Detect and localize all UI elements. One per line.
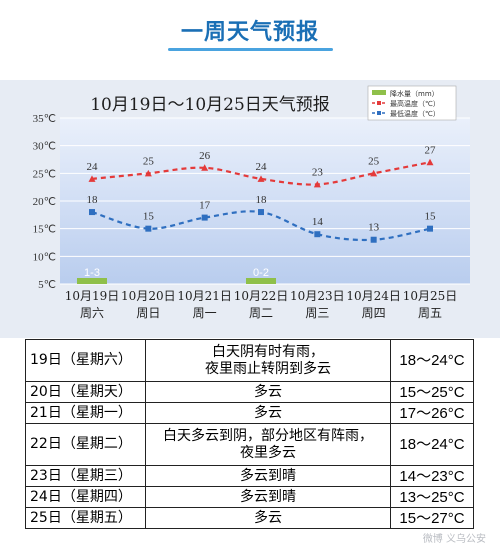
y-tick-label: 30℃	[33, 141, 56, 153]
data-label-low: 14	[312, 216, 324, 228]
cell-weather: 白天阴有时有雨， 夜里雨止转阴到多云	[145, 339, 391, 382]
cell-date: 19日（星期六）	[25, 339, 146, 382]
x-tick-weekday: 周三	[305, 306, 329, 320]
x-tick-date: 10月21日	[177, 289, 232, 303]
cell-temp: 15～25°C	[390, 381, 474, 403]
watermark: 微博 义乌公安	[422, 534, 486, 545]
forecast-row: 21日（星期一） 多云 17～26°C	[25, 402, 474, 424]
legend-swatch	[372, 90, 386, 95]
chart-title: 10月19日～10月25日天气预报	[90, 95, 330, 115]
cell-temp: 17～26°C	[390, 402, 474, 424]
legend-label: 最高温度（℃）	[390, 99, 440, 108]
cell-date: 24日（星期四）	[25, 486, 146, 508]
data-label-high: 23	[312, 166, 324, 178]
data-point-high	[370, 169, 378, 177]
forecast-row: 23日（星期三） 多云到晴 14～23°C	[25, 465, 474, 487]
data-label-high: 24	[256, 161, 268, 173]
cell-date: 21日（星期一）	[25, 402, 146, 424]
page-title: 一周天气预报	[180, 20, 319, 45]
legend-label: 最低温度（℃）	[390, 109, 440, 118]
cell-weather: 多云	[145, 402, 391, 424]
forecast-row: 22日（星期二） 白天多云到阴，部分地区有阵雨， 夜里多云 18～24°C	[25, 423, 474, 466]
y-tick-label: 5℃	[38, 279, 56, 291]
data-point-high	[426, 158, 434, 166]
chart-legend: 降水量（mm）最高温度（℃）最低温度（℃）	[367, 85, 457, 121]
data-label-high: 26	[199, 150, 211, 162]
cell-date: 20日（星期天）	[25, 381, 146, 403]
data-point-low	[258, 209, 264, 216]
y-tick-label: 25℃	[33, 168, 56, 180]
x-tick-date: 10月24日	[346, 289, 401, 303]
legend-marker	[377, 101, 381, 105]
data-label-low: 15	[143, 211, 155, 223]
cell-weather: 多云到晴	[145, 486, 391, 508]
cell-weather: 多云	[145, 381, 391, 403]
cell-date: 22日（星期二）	[25, 423, 146, 466]
cell-weather: 多云	[145, 507, 391, 529]
precipitation-bars: 1-3 0-2	[77, 267, 276, 284]
data-point-low	[370, 236, 377, 243]
data-label-high: 25	[368, 155, 380, 167]
data-point-high	[257, 175, 265, 182]
cell-temp: 13～25°C	[390, 486, 474, 508]
data-point-high	[144, 169, 152, 177]
precipitation-bar	[77, 278, 107, 284]
data-point-low	[201, 214, 208, 221]
legend-label: 降水量（mm）	[390, 89, 439, 98]
forecast-row: 20日（星期天） 多云 15～25°C	[25, 381, 474, 403]
temperature-chart: 10月19日～10月25日天气预报 35℃ 30℃ 25℃ 20℃ 15℃ 10℃ 5℃ 1…	[33, 85, 470, 320]
data-label-low: 15	[425, 211, 437, 223]
cell-date: 25日（星期五）	[25, 507, 146, 529]
cell-temp: 15～27°C	[390, 507, 474, 529]
x-tick-date: 10月23日	[290, 289, 345, 303]
cell-temp: 14～23°C	[390, 465, 474, 487]
data-point-low	[427, 225, 433, 232]
x-tick-date: 10月19日	[65, 289, 120, 303]
precipitation-label: 1-3	[84, 267, 100, 279]
temperature-series: 24 25 26 24 23 25 27 18 15 17 18 14 13 15	[87, 144, 437, 243]
forecast-table: 19日（星期六） 白天阴有时有雨， 夜里雨止转阴到多云 18～24°C 20日（星期天…	[25, 339, 474, 529]
y-tick-label: 10℃	[33, 251, 56, 263]
legend-marker	[377, 111, 381, 115]
title-underline	[168, 48, 333, 51]
cell-weather: 多云到晴	[145, 465, 391, 487]
cell-temp: 18～24°C	[390, 423, 474, 466]
x-tick-date: 10月25日	[403, 289, 458, 303]
data-label-low: 18	[87, 194, 99, 206]
x-tick-weekday: 周五	[418, 306, 442, 320]
precipitation-bar	[246, 278, 276, 284]
data-label-low: 18	[256, 194, 268, 206]
x-tick-weekday: 周六	[80, 306, 104, 320]
x-tick-date: 10月22日	[234, 289, 289, 303]
data-label-high: 27	[425, 144, 437, 156]
forecast-row: 19日（星期六） 白天阴有时有雨， 夜里雨止转阴到多云 18～24°C	[25, 339, 474, 382]
data-label-low: 13	[368, 222, 380, 234]
data-point-low	[314, 231, 321, 238]
x-tick-weekday: 周四	[362, 306, 386, 320]
forecast-row: 24日（星期四） 多云到晴 13～25°C	[25, 486, 474, 508]
precipitation-label: 0-2	[253, 267, 269, 279]
data-point-low	[145, 225, 152, 232]
y-axis-ticks: 35℃ 30℃ 25℃ 20℃ 15℃ 10℃ 5℃	[33, 113, 56, 291]
data-label-high: 24	[87, 161, 99, 173]
cell-temp: 18～24°C	[390, 339, 474, 382]
x-tick-weekday: 周一	[193, 306, 217, 320]
x-tick-weekday: 周日	[136, 306, 160, 320]
data-point-high	[313, 180, 321, 188]
y-tick-label: 15℃	[33, 224, 56, 236]
cell-weather: 白天多云到阴，部分地区有阵雨， 夜里多云	[145, 423, 391, 466]
y-tick-label: 35℃	[33, 113, 56, 125]
data-point-high	[201, 164, 209, 171]
forecast-row: 25日（星期五） 多云 15～27°C	[25, 507, 474, 529]
data-point-high	[88, 175, 96, 182]
data-label-high: 25	[143, 155, 155, 167]
y-tick-label: 20℃	[33, 196, 56, 208]
data-label-low: 17	[199, 200, 211, 212]
data-point-low	[89, 209, 95, 216]
x-tick-weekday: 周二	[249, 306, 273, 320]
cell-date: 23日（星期三）	[25, 465, 146, 487]
x-tick-date: 10月20日	[121, 289, 176, 303]
